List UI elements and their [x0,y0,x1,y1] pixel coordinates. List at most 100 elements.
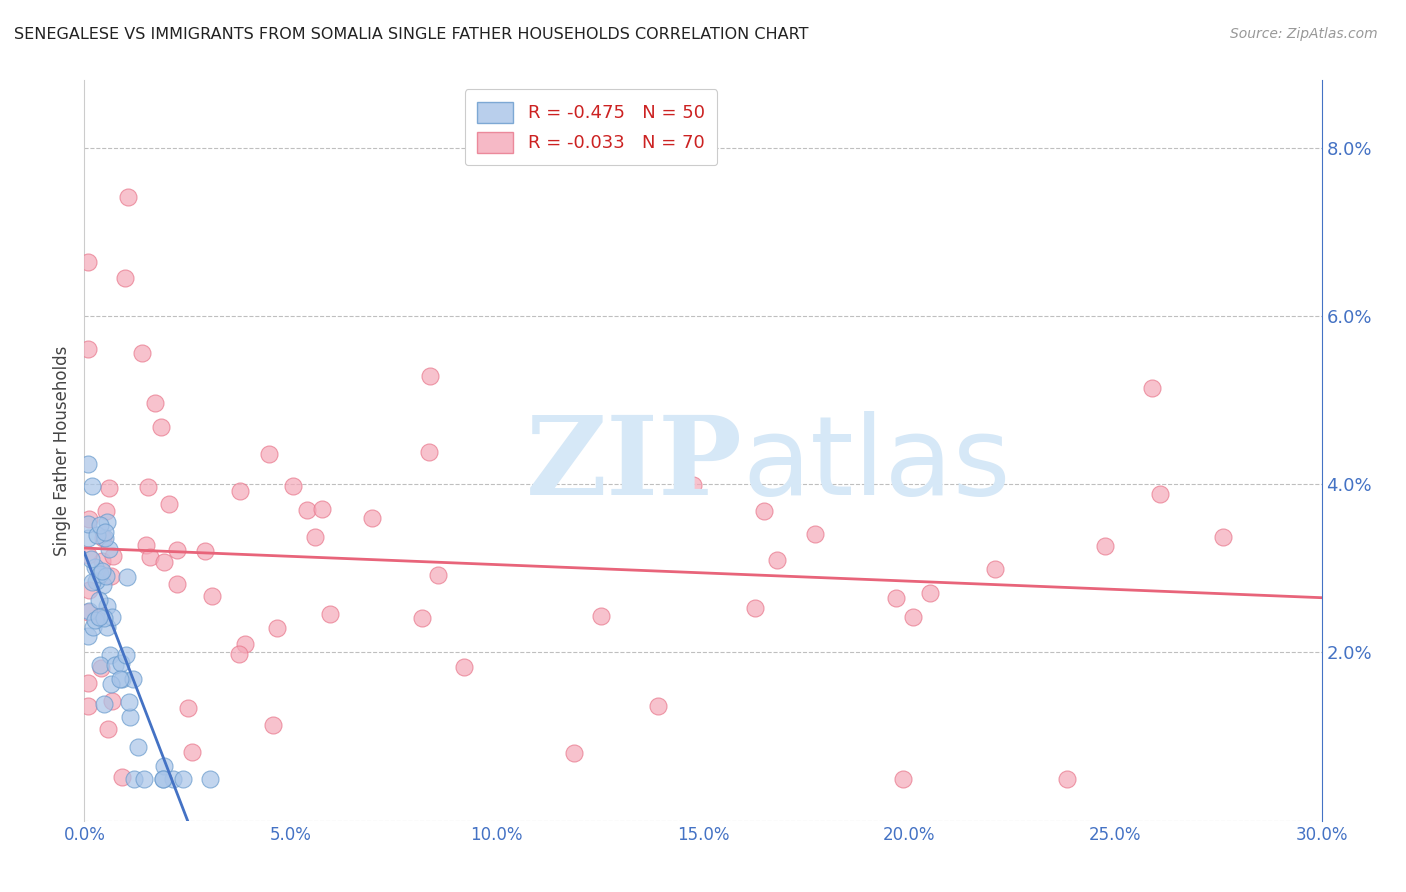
Point [127,740,149,755]
Point [98,648,121,662]
Point [134,772,156,786]
Point [101,694,124,708]
Point [157,498,180,512]
Point [91,565,114,579]
Point [77,548,100,562]
Point [131,345,153,359]
Point [77,531,100,545]
Point [360,511,382,525]
Point [84,574,107,588]
Point [77,698,100,713]
Point [111,770,134,784]
Point [90,661,112,675]
Point [427,568,450,582]
Text: ZIP: ZIP [526,410,742,517]
Point [162,772,184,786]
Point [647,699,669,714]
Point [108,673,131,687]
Point [93,610,115,624]
Point [77,605,100,619]
Point [228,483,250,498]
Point [562,746,585,760]
Point [1094,539,1116,553]
Point [97,481,120,495]
Point [100,569,122,583]
Text: SENEGALESE VS IMMIGRANTS FROM SOMALIA SINGLE FATHER HOUSEHOLDS CORRELATION CHART: SENEGALESE VS IMMIGRANTS FROM SOMALIA SI… [14,27,808,42]
Point [80,479,103,493]
Point [166,542,188,557]
Point [752,503,775,517]
Point [114,271,136,285]
Point [591,609,613,624]
Y-axis label: Single Father Households: Single Father Households [53,345,72,556]
Point [89,567,111,582]
Point [77,605,100,619]
Point [89,518,111,533]
Point [90,554,112,568]
Point [257,447,280,461]
Point [87,610,110,624]
Point [96,620,118,634]
Point [77,582,100,597]
Point [266,621,288,635]
Point [101,609,124,624]
Point [94,532,117,546]
Point [94,569,117,583]
Point [96,599,118,613]
Point [891,772,914,786]
Point [77,512,100,526]
Point [228,647,250,661]
Point [419,368,441,383]
Point [136,479,159,493]
Point [103,549,125,563]
Point [77,676,100,690]
Point [100,677,122,691]
Point [194,544,217,558]
Point [104,658,127,673]
Point [1212,530,1234,544]
Point [152,758,174,772]
Point [82,619,104,633]
Point [152,772,174,786]
Point [135,538,157,552]
Point [172,772,194,786]
Point [77,255,100,269]
Point [83,560,105,574]
Point [166,576,188,591]
Point [1140,381,1163,395]
Point [200,772,222,786]
Point [744,601,766,615]
Point [152,772,174,786]
Point [177,700,200,714]
Point [143,396,166,410]
Point [150,420,173,434]
Point [418,445,440,459]
Point [901,610,924,624]
Point [152,555,174,569]
Point [115,570,138,584]
Point [93,524,115,539]
Point [181,745,204,759]
Legend: R = -0.475   N = 50, R = -0.033   N = 70: R = -0.475 N = 50, R = -0.033 N = 70 [464,89,717,165]
Point [311,502,333,516]
Point [318,607,340,621]
Point [1056,772,1078,786]
Point [96,516,118,530]
Point [89,609,111,624]
Point [984,562,1007,576]
Point [115,648,138,662]
Point [682,477,704,491]
Point [201,590,224,604]
Point [304,530,326,544]
Point [111,672,134,686]
Text: atlas: atlas [742,410,1011,517]
Point [91,531,114,545]
Point [124,772,146,786]
Point [96,503,118,517]
Point [89,592,111,607]
Point [118,695,141,709]
Point [121,672,143,686]
Point [97,722,120,736]
Point [281,478,304,492]
Point [77,517,100,532]
